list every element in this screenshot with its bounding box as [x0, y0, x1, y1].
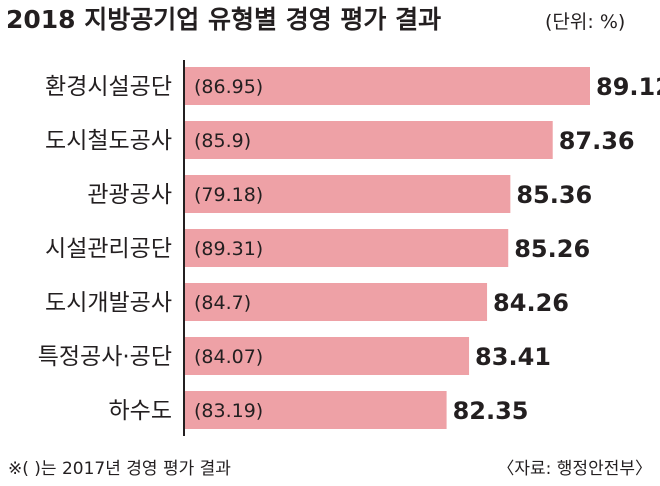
bar-1	[185, 67, 590, 105]
value-label-1: 89.12	[596, 73, 660, 101]
bars-layer: 환경시설공단 (86.95) 89.12 도시철도공사 (85.9) 87.36 관광공사 (…	[38, 67, 660, 429]
value-label-5: 84.26	[493, 289, 569, 317]
bar-6	[185, 337, 470, 375]
chart-unit: (단위: %)	[545, 11, 625, 33]
footnote: ※( )는 2017년 경영 평가 결과	[8, 459, 231, 479]
previous-value-label-1: (86.95)	[194, 76, 263, 98]
previous-value-label-3: (79.18)	[194, 184, 263, 206]
category-label-7: 하수도	[109, 398, 172, 424]
previous-value-label-7: (83.19)	[194, 400, 263, 422]
value-label-7: 82.35	[453, 397, 529, 425]
bar-5	[185, 283, 488, 321]
category-label-3: 관광공사	[87, 182, 172, 208]
source-note: 〈자료: 행정안전부〉	[497, 459, 652, 479]
chart-title: 2018 지방공기업 유형별 경영 평가 결과	[6, 5, 441, 34]
bar-2	[185, 121, 553, 159]
value-label-2: 87.36	[559, 127, 635, 155]
bar-3	[185, 175, 511, 213]
category-label-6: 특정공사·공단	[38, 344, 172, 370]
category-label-4: 시설관리공단	[45, 236, 172, 262]
category-label-2: 도시철도공사	[45, 128, 172, 154]
bar-7	[185, 391, 447, 429]
previous-value-label-5: (84.7)	[194, 292, 251, 314]
value-label-4: 85.26	[514, 235, 590, 263]
value-label-6: 83.41	[475, 343, 551, 371]
previous-value-label-6: (84.07)	[194, 346, 263, 368]
bar-4	[185, 229, 509, 267]
category-label-5: 도시개발공사	[45, 290, 172, 316]
previous-value-label-2: (85.9)	[194, 130, 251, 152]
category-label-1: 환경시설공단	[45, 74, 172, 100]
previous-value-label-4: (89.31)	[194, 238, 263, 260]
value-label-3: 85.36	[516, 181, 592, 209]
